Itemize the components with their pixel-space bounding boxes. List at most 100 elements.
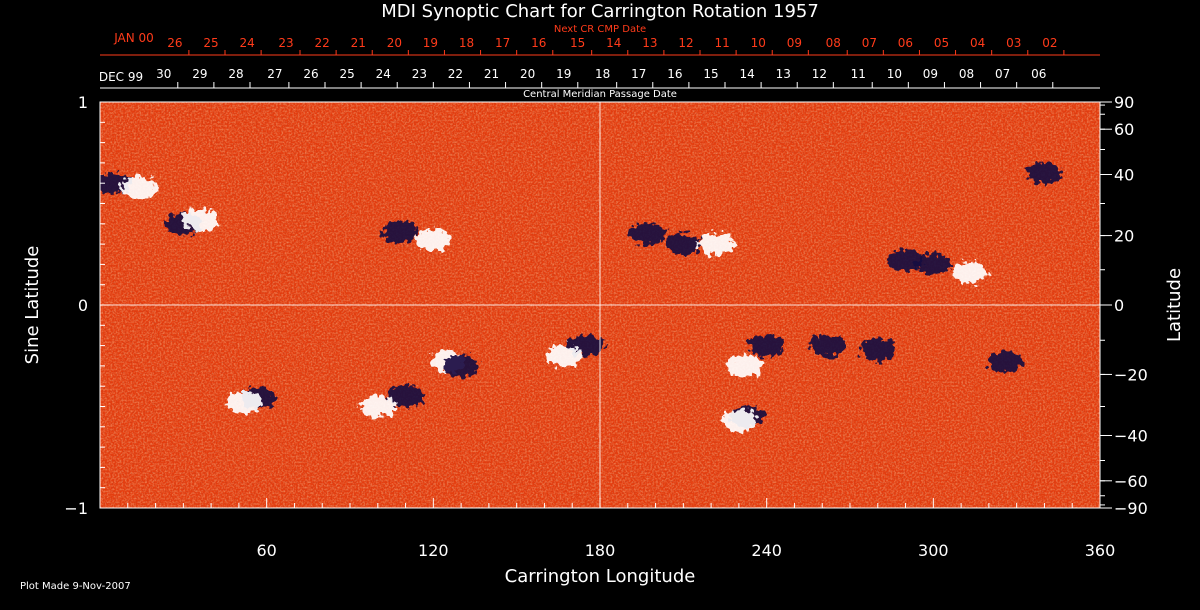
x-tick-label: 60 bbox=[256, 541, 276, 560]
next-cr-date-label: 15 bbox=[570, 36, 585, 50]
next-cr-date-label: 10 bbox=[751, 36, 766, 50]
y-axis-right: 90 60 40 20 0 −20 −40 −60 −90 bbox=[1100, 93, 1148, 518]
y-left-tick-label: 0 bbox=[78, 296, 88, 315]
cmp-date-label: 23 bbox=[412, 67, 427, 81]
active-region-negative bbox=[382, 220, 418, 243]
cmp-date-label: 28 bbox=[228, 67, 243, 81]
next-cr-date-label: 20 bbox=[387, 36, 402, 50]
plot-made-note: Plot Made 9-Nov-2007 bbox=[20, 581, 131, 592]
next-cr-date-label: 06 bbox=[898, 36, 913, 50]
next-cr-date-label: 08 bbox=[826, 36, 841, 50]
y-right-tick-label: −90 bbox=[1114, 499, 1148, 518]
cmp-date-label: 30 bbox=[156, 67, 171, 81]
next-cr-date-label: 22 bbox=[314, 36, 329, 50]
next-cr-date-label: 12 bbox=[678, 36, 693, 50]
next-cr-date-label: 21 bbox=[351, 36, 366, 50]
active-region-positive bbox=[698, 233, 735, 256]
next-cr-date-label: 24 bbox=[239, 36, 254, 50]
next-cr-date-label: 16 bbox=[531, 36, 546, 50]
cmp-date-label: 29 bbox=[192, 67, 207, 81]
active-region-negative bbox=[629, 222, 666, 245]
next-cr-date-label: 11 bbox=[714, 36, 729, 50]
cmp-date-label: 12 bbox=[812, 67, 827, 81]
cmp-date-label: 07 bbox=[995, 67, 1010, 81]
cmp-date-label: 18 bbox=[595, 67, 610, 81]
active-region-positive bbox=[120, 176, 157, 199]
next-cr-date-label: 07 bbox=[862, 36, 877, 50]
cmp-date-label: 21 bbox=[484, 67, 499, 81]
y-right-tick-label: 40 bbox=[1114, 166, 1134, 185]
active-region-positive bbox=[182, 208, 218, 231]
active-region-positive bbox=[720, 409, 757, 432]
next-cr-date-label: 25 bbox=[203, 36, 218, 50]
active-region-negative bbox=[987, 350, 1024, 373]
next-cr-date-label: 04 bbox=[970, 36, 985, 50]
active-region-negative bbox=[387, 385, 424, 408]
next-cr-date-label: 02 bbox=[1042, 36, 1057, 50]
x-tick-label: 300 bbox=[918, 541, 949, 560]
y-right-tick-label: 60 bbox=[1114, 120, 1134, 139]
cmp-date-label: 25 bbox=[339, 67, 354, 81]
active-region-negative bbox=[665, 233, 702, 256]
y-left-tick-label: 1 bbox=[78, 93, 88, 112]
active-region-negative bbox=[809, 334, 846, 357]
y-right-tick-label: 0 bbox=[1114, 296, 1124, 315]
y-right-tick-label: 90 bbox=[1114, 93, 1134, 112]
y-right-tick-label: −20 bbox=[1114, 365, 1148, 384]
cmp-date-label: 26 bbox=[303, 67, 318, 81]
next-cr-date-label: 03 bbox=[1006, 36, 1021, 50]
next-cr-date-label: 17 bbox=[495, 36, 510, 50]
cmp-date-label: 22 bbox=[448, 67, 463, 81]
y-axis-right-label: Latitude bbox=[1164, 268, 1185, 342]
y-axis-left: −1 0 1 bbox=[64, 93, 110, 518]
active-region-positive bbox=[545, 344, 582, 367]
active-region-negative bbox=[915, 253, 952, 276]
next-cr-date-label: 09 bbox=[787, 36, 802, 50]
cmp-date-label: 11 bbox=[851, 67, 866, 81]
y-left-tick-label: −1 bbox=[64, 499, 88, 518]
y-right-tick-label: 20 bbox=[1114, 227, 1134, 246]
x-axis: 60 120 180 240 300 360 bbox=[99, 498, 1116, 560]
cmp-date-label: 14 bbox=[739, 67, 754, 81]
cmp-axis-label: Central Meridian Passage Date bbox=[523, 89, 677, 100]
cmp-date-axis: DEC 99 Central Meridian Passage Date 30 2… bbox=[99, 67, 1100, 100]
x-tick-label: 240 bbox=[751, 541, 782, 560]
cmp-date-label: 24 bbox=[376, 67, 391, 81]
cmp-date-label: 15 bbox=[703, 67, 718, 81]
next-cr-axis-label: Next CR CMP Date bbox=[554, 24, 646, 35]
active-region-positive bbox=[415, 229, 452, 252]
cmp-date-label: 13 bbox=[776, 67, 791, 81]
cmp-date-label: 08 bbox=[959, 67, 974, 81]
active-region-positive bbox=[226, 391, 263, 414]
y-right-tick-label: −60 bbox=[1114, 472, 1148, 491]
cmp-date-label: 16 bbox=[667, 67, 682, 81]
cmp-date-label: 19 bbox=[556, 67, 571, 81]
cmp-date-label: 06 bbox=[1031, 67, 1046, 81]
next-cr-date-label: 05 bbox=[934, 36, 949, 50]
next-cr-date-label: 14 bbox=[606, 36, 621, 50]
cmp-date-label: 10 bbox=[887, 67, 902, 81]
cmp-date-label: 09 bbox=[923, 67, 938, 81]
grid-lines bbox=[100, 102, 1100, 508]
active-region-positive bbox=[359, 395, 396, 418]
x-axis-label: Carrington Longitude bbox=[505, 566, 696, 587]
cmp-date-label: 17 bbox=[631, 67, 646, 81]
active-region-negative bbox=[748, 334, 785, 357]
next-cr-date-label: 26 bbox=[167, 36, 182, 50]
active-region-negative bbox=[1026, 162, 1063, 185]
next-cr-date-label: 19 bbox=[423, 36, 438, 50]
x-tick-label: 360 bbox=[1085, 541, 1116, 560]
x-tick-label: 120 bbox=[418, 541, 449, 560]
active-region-positive bbox=[951, 261, 988, 284]
next-cr-date-label: 18 bbox=[459, 36, 474, 50]
next-cr-axis: Next CR CMP Date JAN 00 26 25 24 23 22 21 20 19… bbox=[100, 24, 1100, 56]
next-cr-date-label: 23 bbox=[278, 36, 293, 50]
chart-title: MDI Synoptic Chart for Carrington Rotati… bbox=[381, 1, 819, 22]
cmp-date-label: 20 bbox=[520, 67, 535, 81]
active-region-positive bbox=[726, 354, 763, 377]
y-axis-left-label: Sine Latitude bbox=[22, 246, 43, 365]
active-region-negative bbox=[859, 338, 896, 361]
active-region-negative bbox=[443, 354, 480, 377]
cmp-month-label: DEC 99 bbox=[99, 70, 143, 84]
